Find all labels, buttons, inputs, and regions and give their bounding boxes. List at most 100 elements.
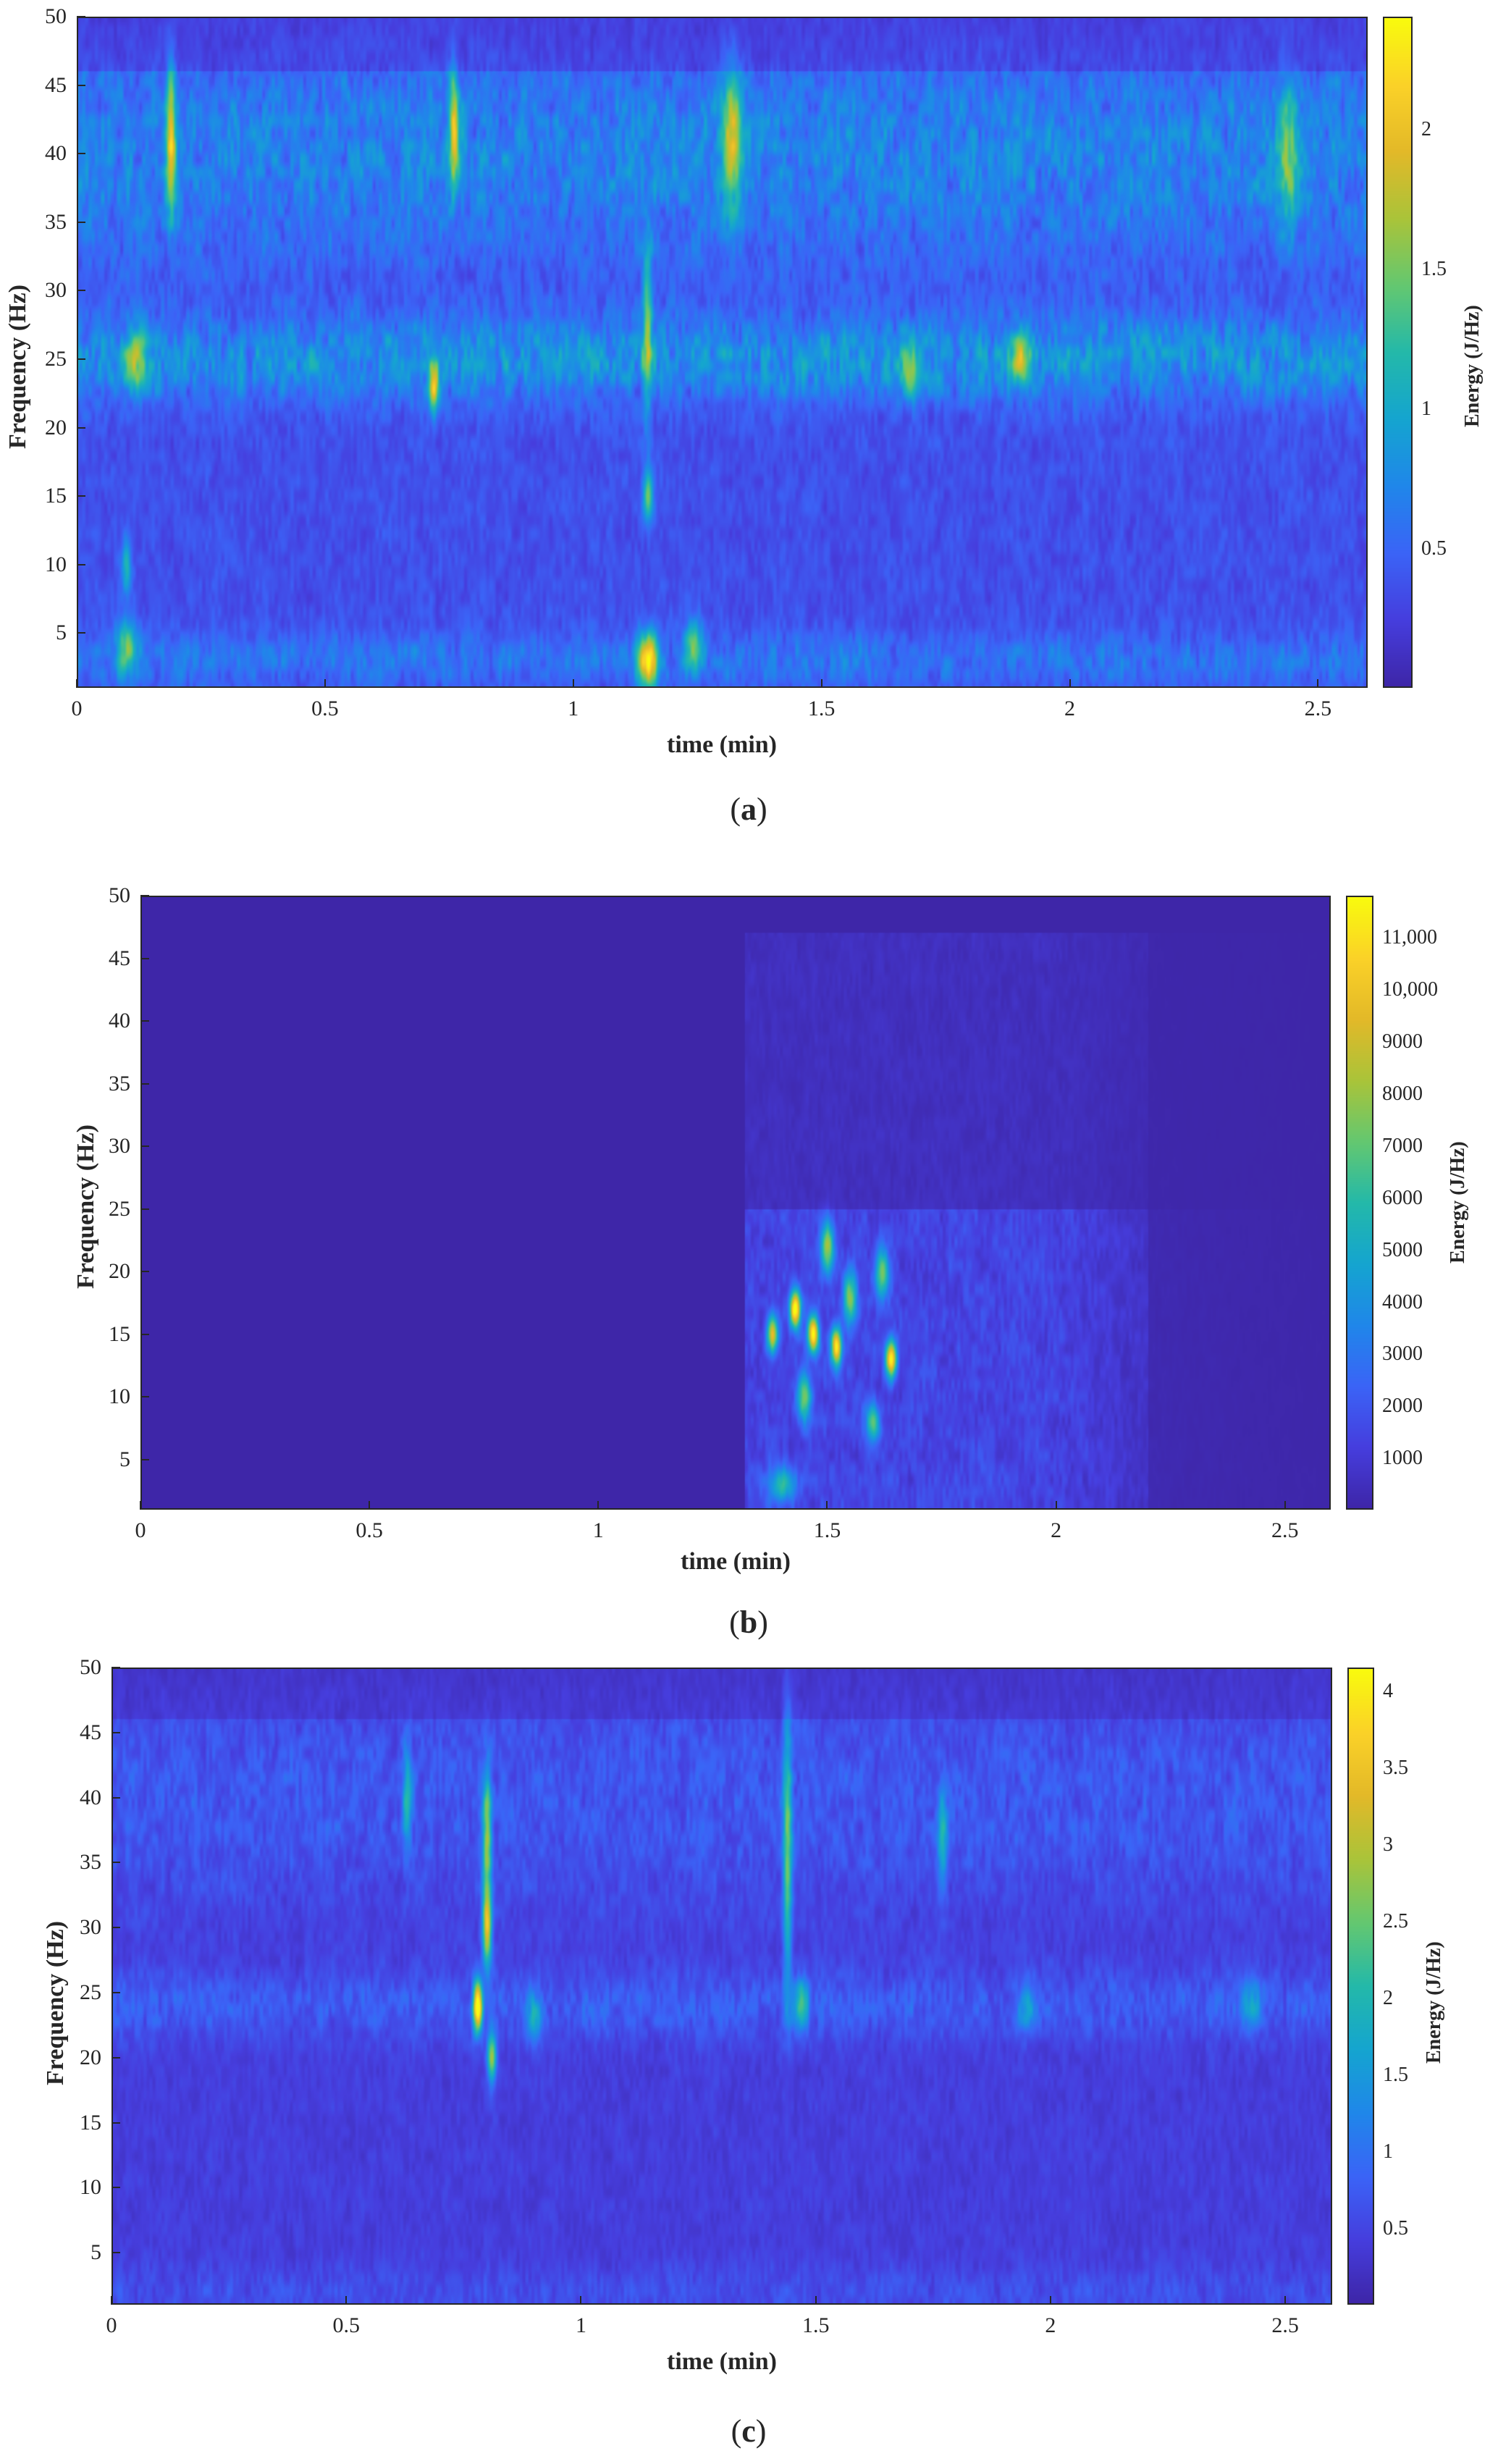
y-tick-label: 50 (109, 883, 130, 907)
y-tick-label: 20 (45, 415, 67, 440)
x-tick-label: 1 (592, 1518, 604, 1542)
caption-letter: a (741, 791, 757, 827)
y-tick-mark (140, 1208, 149, 1210)
x-tick-mark (826, 1501, 828, 1510)
y-tick-mark (77, 563, 85, 565)
x-tick-label: 0.5 (355, 1518, 383, 1542)
x-tick-label: 2.5 (1271, 2313, 1299, 2337)
panel-caption: (c) (731, 2413, 767, 2450)
colorbar-tick-label: 2000 (1382, 1395, 1423, 1418)
x-axis-label: time (min) (666, 731, 778, 758)
y-tick-mark (111, 1796, 120, 1799)
y-tick-mark (140, 895, 149, 896)
y-tick-label: 5 (56, 621, 67, 645)
colorbar-tick-label: 2 (1383, 1986, 1393, 2009)
colorbar-tick-label: 4000 (1382, 1290, 1423, 1313)
x-tick-label: 1 (568, 697, 579, 720)
y-tick-mark (111, 1862, 120, 1864)
colorbar-tick-label: 0.5 (1421, 537, 1447, 560)
y-tick-mark (111, 1927, 120, 1929)
colorbar-tick-label: 9000 (1382, 1030, 1423, 1054)
caption-open: ( (731, 2413, 742, 2449)
colorbar-tick-label: 10,000 (1382, 978, 1438, 1001)
y-tick-mark (140, 1271, 149, 1273)
heatmap-plot-area (140, 896, 1331, 1510)
x-tick-mark (597, 1501, 599, 1510)
y-tick-label: 50 (80, 1655, 101, 1679)
y-tick-label: 25 (80, 1980, 101, 2004)
colorbar-tick-label: 2 (1421, 117, 1431, 140)
y-tick-mark (140, 1333, 149, 1335)
x-tick-mark (1049, 2296, 1051, 2305)
y-tick-label: 10 (45, 552, 67, 576)
y-tick-mark (111, 1731, 120, 1733)
x-tick-label: 0 (135, 1518, 146, 1542)
x-tick-label: 2 (1051, 1518, 1062, 1542)
caption-close: ) (757, 1605, 768, 1640)
y-tick-label: 10 (109, 1384, 130, 1409)
y-tick-mark (77, 426, 85, 429)
x-tick-label: 2 (1045, 2313, 1056, 2337)
colorbar-tick-label: 0.5 (1383, 2216, 1408, 2240)
y-tick-label: 30 (80, 1915, 101, 1940)
y-tick-label: 45 (109, 946, 130, 970)
x-tick-mark (580, 2296, 582, 2305)
y-tick-label: 25 (109, 1196, 130, 1221)
y-tick-mark (140, 957, 149, 959)
caption-letter: b (739, 1605, 758, 1640)
x-tick-label: 2.5 (1271, 1518, 1299, 1542)
x-tick-label: 0 (106, 2313, 117, 2337)
y-tick-label: 30 (109, 1134, 130, 1159)
caption-close: ) (755, 2413, 767, 2449)
y-tick-mark (111, 2187, 120, 2189)
x-tick-mark (820, 679, 822, 688)
y-tick-label: 50 (45, 4, 67, 28)
x-tick-label: 0.5 (332, 2313, 360, 2337)
y-tick-mark (77, 16, 85, 17)
y-tick-label: 15 (45, 484, 67, 508)
y-tick-label: 15 (109, 1321, 130, 1346)
colorbar (1383, 17, 1413, 688)
y-tick-label: 35 (109, 1071, 130, 1096)
colorbar-tick-label: 11,000 (1382, 926, 1437, 949)
colorbar-tick-label: 8000 (1382, 1082, 1423, 1106)
y-tick-mark (111, 2056, 120, 2059)
colorbar-tick-label: 7000 (1382, 1134, 1423, 1157)
y-tick-label: 25 (45, 346, 67, 371)
x-tick-label: 1.5 (807, 697, 836, 720)
x-tick-mark (1069, 679, 1071, 688)
y-tick-mark (111, 1667, 120, 1668)
y-tick-mark (111, 2252, 120, 2254)
y-tick-label: 5 (91, 2240, 101, 2265)
y-tick-label: 5 (119, 1447, 130, 1471)
x-tick-mark (111, 2296, 112, 2305)
y-tick-label: 40 (80, 1785, 101, 1809)
y-tick-mark (77, 358, 85, 360)
spectrogram-panel-b: 0 0.5 1 1.5 2 2.5 5 10 15 20 25 30 35 40 45 50 1000 2000 3… (72, 883, 1469, 1641)
colorbar-tick-label: 2.5 (1383, 1909, 1408, 1933)
x-tick-label: 2 (1064, 697, 1076, 720)
x-tick-mark (1284, 1501, 1286, 1510)
y-tick-mark (77, 84, 85, 86)
x-tick-mark (815, 2296, 817, 2305)
colorbar-tick-label: 1 (1421, 397, 1431, 420)
x-axis-label: time (min) (666, 2348, 778, 2375)
y-tick-mark (111, 2122, 120, 2124)
y-tick-label: 30 (45, 278, 67, 303)
y-tick-mark (140, 1145, 149, 1148)
y-tick-mark (140, 1020, 149, 1022)
y-tick-label: 15 (80, 2110, 101, 2135)
colorbar-tick-label: 6000 (1382, 1186, 1423, 1209)
heatmap-plot-area (111, 1668, 1332, 2305)
y-axis-label: Frequency (Hz) (42, 1921, 69, 2085)
x-tick-mark (1317, 679, 1319, 688)
colorbar-tick-label: 1000 (1382, 1447, 1423, 1470)
y-tick-label: 45 (80, 1720, 101, 1744)
x-tick-label: 0.5 (311, 697, 339, 720)
y-tick-mark (140, 1458, 149, 1460)
caption-close: ) (757, 791, 767, 827)
y-tick-mark (77, 632, 85, 634)
colorbar-tick-label: 3 (1383, 1833, 1393, 1856)
caption-letter: c (741, 2413, 756, 2449)
